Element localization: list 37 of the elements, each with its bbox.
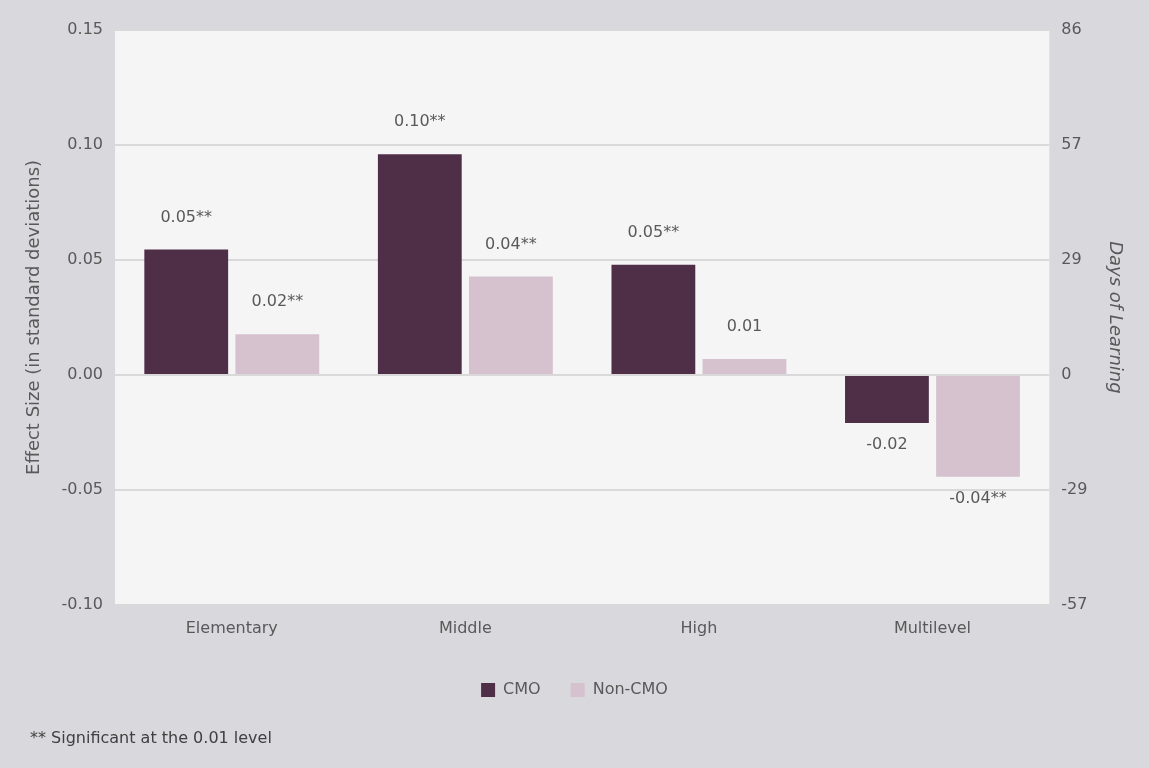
- y-tick-label: 0.10: [67, 134, 103, 154]
- data-label: 0.01: [726, 316, 763, 336]
- bar: [235, 334, 320, 374]
- data-label: 0.05**: [160, 206, 213, 226]
- y-tick-label: -0.10: [61, 593, 103, 613]
- y-tick-label: -0.05: [61, 479, 103, 498]
- bar: [845, 375, 929, 423]
- data-label: 0.05**: [627, 221, 680, 241]
- y2-tick-label: 86: [1061, 19, 1082, 39]
- data-label: -0.02: [866, 434, 908, 454]
- data-label: -0.04**: [949, 487, 1007, 507]
- y2-tick-label: 0: [1061, 364, 1072, 384]
- y2-tick-label: 57: [1061, 134, 1082, 154]
- x-tick-label: Middle: [438, 617, 492, 637]
- legend-label: Non-CMO: [592, 679, 668, 699]
- y2-tick-label: 29: [1061, 249, 1082, 269]
- y2-axis-title: Days of Learning: [1105, 241, 1127, 394]
- data-label: 0.04**: [485, 233, 537, 253]
- y-tick-label: 0.15: [67, 19, 103, 39]
- y-axis-title: Effect Size (in standard deviations): [22, 159, 44, 475]
- y-tick-label: 0.00: [67, 364, 103, 384]
- bar: [468, 276, 553, 374]
- data-label: 0.10**: [393, 111, 446, 131]
- data-label: 0.02**: [251, 291, 304, 311]
- bar: [611, 264, 696, 374]
- x-tick-label: High: [680, 617, 718, 637]
- x-tick-label: Elementary: [185, 617, 278, 637]
- bar: [144, 249, 229, 374]
- y2-tick-label: -29: [1061, 479, 1088, 498]
- bar: [702, 359, 787, 374]
- y2-tick-label: -57: [1061, 593, 1088, 613]
- text: ** Significant at the 0.01 level: [30, 728, 272, 747]
- bar: [936, 375, 1020, 477]
- x-tick-label: Multilevel: [893, 617, 972, 637]
- bar: [377, 154, 462, 374]
- legend-label: CMO: [503, 679, 541, 699]
- y-tick-label: 0.05: [67, 249, 103, 269]
